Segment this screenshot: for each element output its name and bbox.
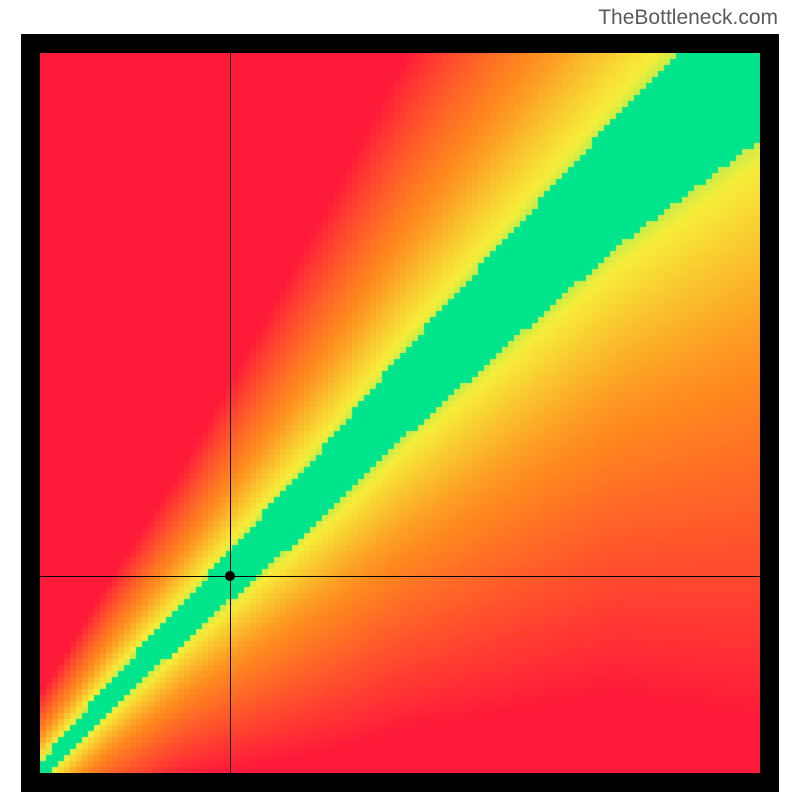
heatmap-panel <box>40 53 760 773</box>
chart-container: { "watermark": "TheBottleneck.com", "lay… <box>0 0 800 800</box>
crosshair-dot <box>225 571 235 581</box>
watermark-text: TheBottleneck.com <box>598 6 778 30</box>
heatmap-canvas <box>40 53 760 773</box>
plot-black-border <box>21 34 779 792</box>
crosshair-horizontal <box>40 576 760 577</box>
crosshair-vertical <box>230 53 231 773</box>
